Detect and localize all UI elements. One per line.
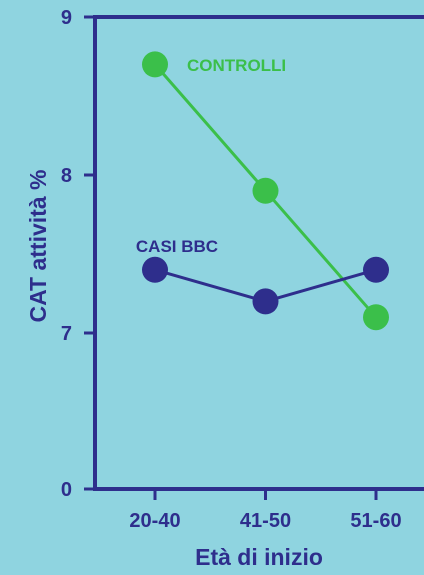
data-point-controlli — [252, 177, 279, 204]
data-point-casi-bbc — [252, 288, 279, 315]
y-tick-label: 7 — [61, 323, 72, 345]
data-point-casi-bbc — [142, 256, 168, 283]
series-label-casi-bbc: CASI BBC — [136, 237, 218, 256]
series-label-controlli: CONTROLLI — [187, 56, 286, 75]
y-tick-label: 8 — [61, 165, 72, 187]
series-layer: CONTROLLI CASI BBC — [136, 51, 389, 331]
y-tick-label: 9 — [61, 7, 72, 29]
y-axis-title: CAT attività % — [25, 170, 51, 323]
x-axis-title: Età di inizio — [195, 544, 323, 570]
x-ticks: 20-40 41-50 51-60 — [129, 489, 402, 532]
data-point-casi-bbc — [363, 256, 389, 283]
x-tick-label: 20-40 — [129, 510, 180, 532]
y-ticks: 0 7 8 9 — [61, 7, 95, 501]
y-tick-label: 0 — [61, 479, 72, 501]
data-point-controlli — [363, 304, 389, 331]
data-point-controlli — [142, 51, 168, 78]
x-tick-label: 51-60 — [350, 510, 401, 532]
x-tick-label: 41-50 — [240, 510, 291, 532]
